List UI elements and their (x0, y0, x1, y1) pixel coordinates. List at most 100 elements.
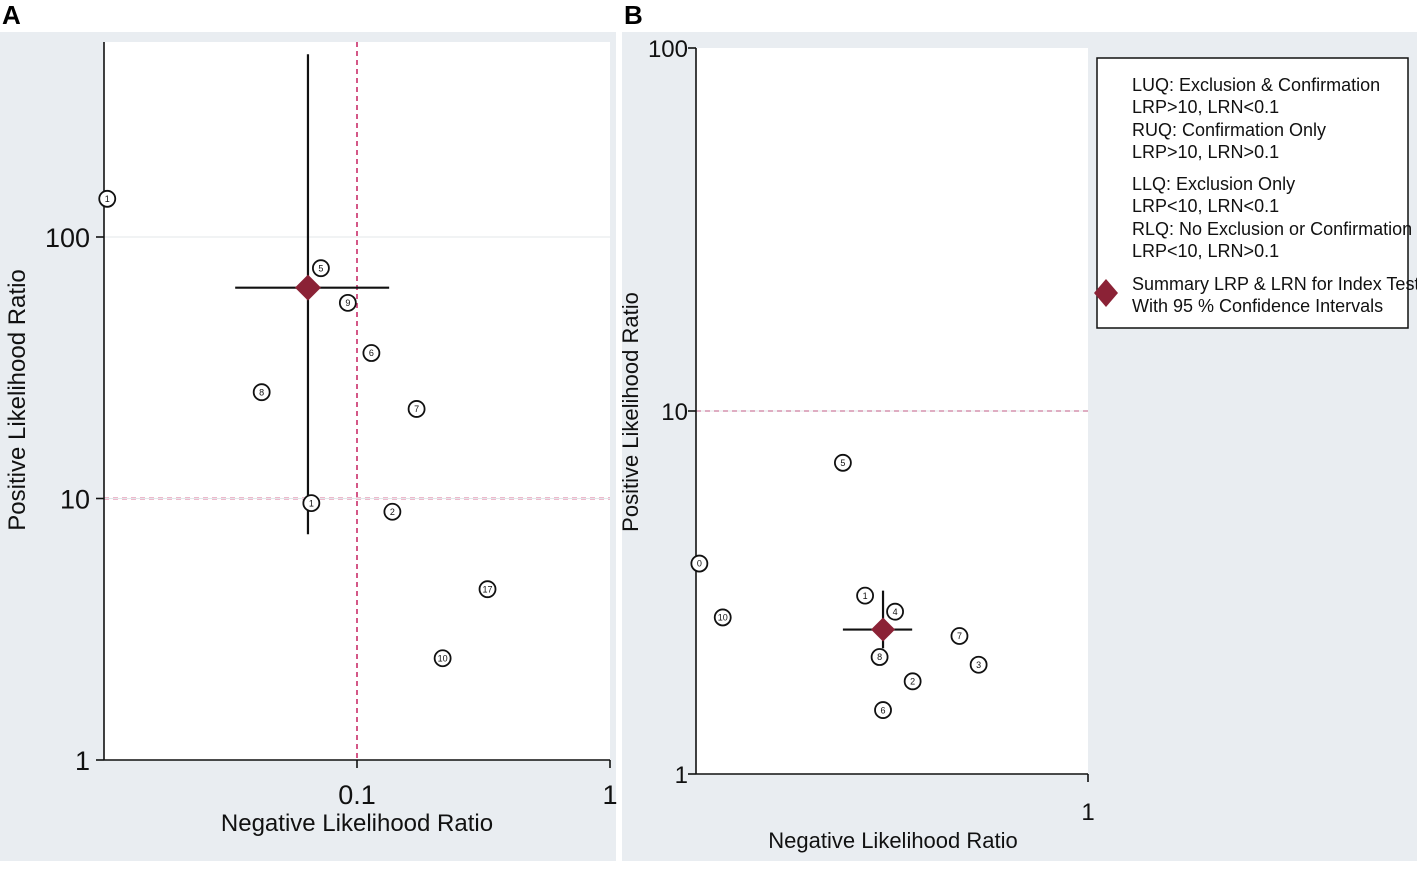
legend-llq-title: LLQ: Exclusion Only (1132, 174, 1295, 194)
x-tick-label: 1 (602, 780, 617, 810)
study-marker (252, 383, 271, 402)
study-point: 3 (969, 655, 988, 674)
study-marker (856, 586, 874, 605)
study-label: 1 (105, 194, 110, 204)
study-label: 5 (840, 458, 845, 468)
y-tick-label: 10 (60, 485, 90, 515)
panel-a-axes: 1 10 100 0.1 1 (45, 42, 618, 810)
study-point: 5 (312, 259, 330, 278)
study-label: 1 (863, 591, 868, 601)
study-marker (98, 189, 117, 208)
panel-b-label: B (624, 0, 643, 30)
panel-a-x-axis-title: Negative Likelihood Ratio (221, 810, 493, 837)
study-point: 10 (433, 649, 452, 668)
study-marker (969, 655, 988, 674)
legend-rlq-rule: LRP<10, LRN>0.1 (1132, 241, 1279, 261)
y-tick-label: 100 (648, 36, 688, 63)
x-tick-label: 1 (1081, 799, 1094, 826)
y-tick-label: 1 (75, 746, 90, 776)
study-label: 1 (309, 498, 314, 508)
panel-a-label: A (2, 0, 21, 30)
study-point: 2 (383, 502, 402, 521)
x-tick-label: 0.1 (338, 780, 376, 810)
study-label: 0 (697, 559, 702, 569)
study-marker (834, 453, 852, 472)
study-point: 17 (478, 580, 497, 599)
study-marker (478, 580, 497, 599)
panel-b-study-points: 5 0 10 1 4 8 7 3 2 6 (690, 453, 988, 719)
study-label: 7 (957, 631, 962, 641)
study-point: 7 (407, 400, 426, 418)
y-tick-label: 100 (45, 223, 90, 253)
panel-a-y-axis-title: Positive Likelihood Ratio (4, 269, 31, 530)
study-label: 6 (881, 705, 886, 715)
study-point: 8 (870, 648, 889, 666)
panel-b-x-axis-title: Negative Likelihood Ratio (768, 828, 1018, 853)
study-label: 10 (438, 653, 448, 663)
study-marker (713, 608, 732, 627)
study-marker (312, 259, 330, 278)
panel-b-y-axis-title: Positive Likelihood Ratio (618, 292, 643, 532)
study-marker (870, 648, 889, 666)
y-tick-label: 1 (675, 762, 688, 789)
study-label: 4 (893, 607, 898, 617)
legend-ruq-rule: LRP>10, LRN>0.1 (1132, 142, 1279, 162)
study-marker (302, 494, 321, 513)
study-point: 0 (690, 554, 709, 573)
study-point: 10 (713, 608, 732, 627)
study-label: 3 (976, 660, 981, 670)
study-label: 2 (390, 507, 395, 517)
study-marker (950, 627, 969, 645)
study-label: 8 (259, 387, 264, 397)
study-label: 9 (345, 298, 350, 308)
study-label: 6 (369, 348, 374, 358)
legend-rlq-title: RLQ: No Exclusion or Confirmation (1132, 219, 1412, 239)
study-label: 8 (877, 652, 882, 662)
legend-summary-diamond-icon (1094, 279, 1118, 307)
study-point: 7 (950, 627, 969, 645)
panel-a-summary (294, 274, 321, 301)
panel-b: B 1 10 100 1 5 0 10 1 4 8 7 3 2 6 Negative Likelihoo… (618, 0, 1417, 861)
study-label: 17 (483, 584, 493, 594)
study-marker (903, 672, 922, 691)
study-point: 6 (362, 344, 381, 362)
legend-ruq-title: RUQ: Confirmation Only (1132, 120, 1326, 140)
study-marker (433, 649, 452, 668)
legend-summary-line-2: With 95 % Confidence Intervals (1132, 296, 1383, 316)
y-tick-label: 10 (661, 399, 688, 426)
study-marker (383, 502, 402, 521)
study-point: 4 (886, 602, 904, 621)
legend-llq-rule: LRP<10, LRN<0.1 (1132, 196, 1279, 216)
summary-diamond (871, 617, 896, 642)
legend-box (1096, 57, 1409, 329)
legend-summary-line-1: Summary LRP & LRN for Index Test (1132, 274, 1417, 294)
study-marker (874, 701, 892, 719)
legend-luq-rule: LRP>10, LRN<0.1 (1132, 97, 1279, 117)
study-marker (407, 400, 426, 418)
study-label: 5 (318, 263, 323, 273)
study-label: 7 (414, 404, 419, 414)
study-label: 2 (910, 677, 915, 687)
study-marker (362, 344, 381, 362)
study-point: 1 (856, 586, 874, 605)
study-point: 2 (903, 672, 922, 691)
study-marker (338, 293, 357, 312)
study-marker (886, 602, 904, 621)
study-point: 6 (874, 701, 892, 719)
legend-luq-title: LUQ: Exclusion & Confirmation (1132, 75, 1380, 95)
study-label: 10 (718, 613, 728, 623)
study-point: 5 (834, 453, 852, 472)
study-point: 8 (252, 383, 271, 402)
study-point: 1 (98, 189, 117, 208)
study-point: 1 (302, 494, 321, 513)
panel-b-summary (871, 617, 896, 642)
panel-a-plot-area (104, 42, 610, 760)
study-point: 9 (338, 293, 357, 312)
study-marker (690, 554, 709, 573)
legend: LUQ: Exclusion & Confirmation LRP>10, LR… (1094, 57, 1417, 329)
summary-diamond (294, 274, 321, 301)
